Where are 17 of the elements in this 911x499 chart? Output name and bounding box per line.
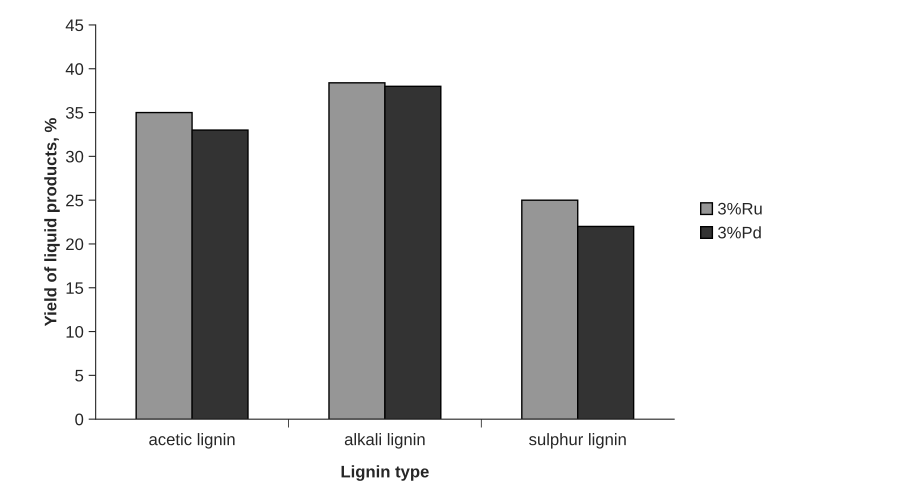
y-tick-label: 10: [66, 326, 84, 338]
y-tick-label: 30: [66, 150, 84, 163]
y-tick-label: 40: [66, 63, 84, 75]
legend-label: 3%Ru: [718, 202, 762, 215]
x-tick-label: acetic lignin: [149, 433, 235, 449]
x-tick-label: sulphur lignin: [529, 433, 626, 449]
y-tick-label: 35: [66, 106, 84, 119]
legend-label: 3%Pd: [718, 226, 761, 238]
y-tick-label: 25: [66, 194, 84, 206]
x-tick-label: alkali lignin: [344, 433, 425, 449]
y-tick-label: 5: [75, 370, 84, 382]
y-tick-label: 45: [66, 20, 84, 32]
x-axis-title: Lignin type: [342, 465, 429, 481]
y-tick-label: 15: [66, 282, 84, 294]
y-axis-title: Yield of liquid products, %: [44, 118, 60, 326]
y-tick-label: 20: [66, 238, 84, 250]
y-tick-label: 0: [75, 414, 84, 426]
